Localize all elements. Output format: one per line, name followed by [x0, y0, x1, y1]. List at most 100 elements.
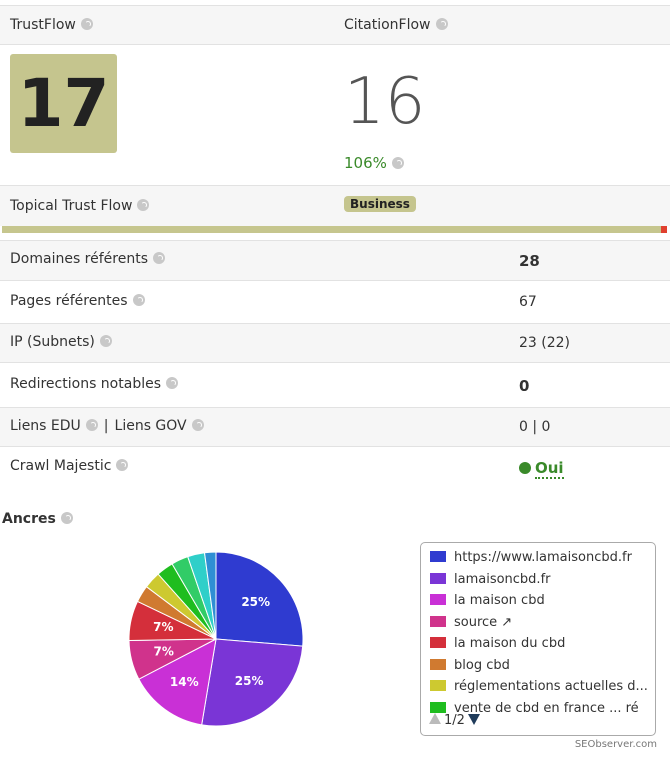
- stat-row: Redirections notables 0: [0, 362, 670, 407]
- anchors-title: Ancres: [2, 511, 56, 527]
- pie-slice: [138, 638, 217, 726]
- stat-label-text: IP (Subnets): [10, 333, 95, 350]
- stat-value: 28: [519, 252, 540, 270]
- stat-label-text: Domaines référents: [10, 251, 149, 267]
- stat-row: Domaines référents 28: [0, 240, 670, 280]
- pager-up[interactable]: [429, 713, 441, 724]
- slice-label: 14%: [170, 675, 199, 689]
- legend-label: blog cbd: [454, 657, 510, 673]
- stat-value-text: 67: [519, 293, 537, 310]
- legend-label: réglementations actuelles d...: [454, 679, 648, 694]
- slice-label: 7%: [154, 645, 174, 659]
- legend-item[interactable]: source ↗: [430, 615, 650, 635]
- legend-item[interactable]: https://www.lamaisoncbd.fr: [430, 550, 650, 570]
- stat-value: Oui: [519, 458, 564, 479]
- stat-value-text: 28: [519, 252, 540, 270]
- topical-text: Topical Trust Flow: [10, 198, 133, 214]
- stat-value-text: 0: [519, 376, 530, 395]
- help-icon[interactable]: [391, 157, 404, 169]
- topical-bar-end: [661, 226, 667, 233]
- footer: SEObserver.com: [574, 739, 657, 750]
- pager: 1/2: [429, 713, 480, 728]
- stat-value-text[interactable]: Oui: [535, 458, 564, 479]
- topical-row: Topical Trust Flow Business: [0, 185, 670, 226]
- stat-value-text: 23 (22): [519, 334, 571, 351]
- check-icon: [519, 461, 531, 474]
- stat-row: Pages référentes 67: [0, 280, 670, 323]
- topical-label: Topical Trust Flow: [10, 198, 150, 214]
- legend-swatch: [430, 572, 446, 584]
- legend-label: lamaisoncbd.fr: [454, 571, 551, 587]
- slice-label: 7%: [153, 620, 173, 634]
- legend-label: source ↗: [454, 614, 513, 630]
- pie-slice: [215, 551, 304, 647]
- trustflow-badge: 17: [10, 54, 117, 153]
- stat-row: Liens EDU | Liens GOV 0 | 0: [0, 407, 670, 446]
- stat-value: 0: [519, 377, 529, 395]
- pager-down[interactable]: [467, 714, 480, 725]
- legend-item[interactable]: lamaisoncbd.fr: [430, 572, 650, 592]
- legend-swatch: [430, 594, 446, 605]
- legend-label: la maison du cbd: [454, 636, 566, 651]
- legend-item[interactable]: blog cbd: [430, 658, 650, 678]
- slice-label: 25%: [241, 595, 270, 609]
- pie-chart: 25% 25% 14% 7% 7%: [128, 551, 304, 727]
- ratio-value: 106%: [344, 154, 387, 172]
- legend-label: la maison cbd: [454, 593, 545, 608]
- legend-item[interactable]: vente de cbd en france ... ré: [430, 701, 650, 721]
- stat-label-text: Liens EDU: [10, 417, 81, 434]
- stat-value: 23 (22): [519, 335, 570, 351]
- stat-label: Crawl Majestic: [10, 457, 129, 474]
- help-icon[interactable]: [191, 418, 204, 431]
- help-icon[interactable]: [153, 252, 166, 264]
- header-row: TrustFlow CitationFlow: [0, 5, 670, 45]
- legend-swatch: [430, 637, 446, 648]
- stat-value: 0 | 0: [519, 419, 550, 435]
- stat-label: Redirections notables: [10, 376, 178, 392]
- legend: 1/2 https://www.lamaisoncbd.fr lamaisoncb…: [420, 542, 656, 736]
- help-icon[interactable]: [132, 293, 145, 306]
- help-icon[interactable]: [166, 376, 178, 389]
- stat-label-text: Redirections notables: [10, 375, 161, 392]
- header-label: CitationFlow: [344, 17, 448, 33]
- legend-swatch: [430, 658, 446, 670]
- stat-value: 67: [519, 294, 537, 310]
- trustflow-value: 17: [17, 65, 110, 142]
- ratio: 106%: [344, 154, 404, 172]
- stat-label-text: Crawl Majestic: [10, 457, 112, 474]
- stat-label-text: Pages référentes: [10, 292, 128, 309]
- stat-label-text: Liens GOV: [114, 417, 187, 434]
- legend-item[interactable]: la maison du cbd: [430, 636, 650, 656]
- legend-swatch: [430, 615, 446, 627]
- citationflow-value: 16: [344, 65, 426, 139]
- trustflow-label: TrustFlow: [10, 17, 76, 33]
- legend-item[interactable]: la maison cbd: [430, 593, 650, 613]
- help-icon[interactable]: [80, 18, 93, 30]
- help-icon[interactable]: [99, 334, 112, 347]
- legend-swatch: [430, 551, 446, 562]
- stat-label: Liens EDU | Liens GOV: [10, 418, 204, 434]
- citationflow-label: CitationFlow: [344, 17, 431, 33]
- help-icon[interactable]: [116, 458, 129, 471]
- stat-row: Crawl Majestic Oui: [0, 446, 670, 487]
- pie-slice: [201, 638, 304, 727]
- legend-label: vente de cbd en france ... ré: [454, 700, 639, 716]
- legend-item[interactable]: réglementations actuelles d...: [430, 679, 650, 699]
- help-icon[interactable]: [137, 199, 150, 211]
- legend-swatch: [430, 680, 446, 691]
- topical-bar: [2, 226, 661, 233]
- legend-label: https://www.lamaisoncbd.fr: [454, 550, 632, 565]
- anchors-heading: Ancres: [2, 511, 73, 527]
- legend-swatch: [430, 701, 446, 713]
- pager-text: 1/2: [444, 713, 465, 728]
- help-icon[interactable]: [435, 18, 448, 30]
- help-icon[interactable]: [85, 418, 98, 431]
- stat-label: Pages référentes: [10, 293, 145, 309]
- topical-tag[interactable]: Business: [344, 196, 416, 212]
- help-icon[interactable]: [60, 512, 73, 524]
- slice-label: 25%: [235, 674, 264, 688]
- separator: |: [103, 417, 109, 434]
- stat-label: Domaines référents: [10, 251, 166, 267]
- stat-row: IP (Subnets) 23 (22): [0, 323, 670, 362]
